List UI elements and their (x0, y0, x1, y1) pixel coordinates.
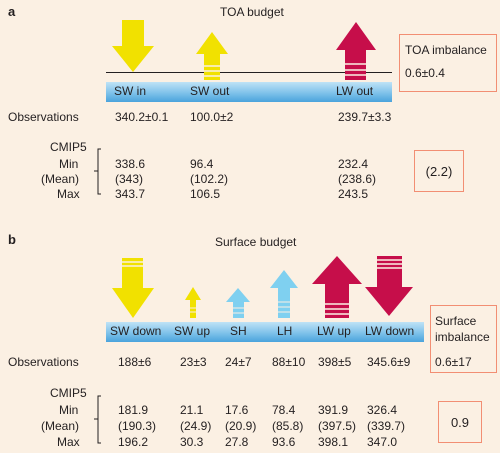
max-sw-out: 106.5 (190, 187, 221, 201)
obs-lw-up: 398±5 (318, 355, 352, 369)
mean-lh: (85.8) (272, 419, 304, 433)
toa-model-imbalance-value: (2.2) (425, 164, 453, 179)
surface-imbalance-label-2: imbalance (435, 330, 490, 344)
panel-b-cmip5-label: CMIP5 (50, 386, 87, 400)
min-sw-down: 181.9 (118, 403, 149, 417)
surface-model-imbalance-box (438, 401, 482, 443)
obs-sw-out: 100.0±2 (190, 110, 234, 124)
mean-lw-out: (238.6) (338, 172, 377, 186)
panel-b-letter: b (8, 232, 16, 247)
toa-imbalance-box (399, 34, 497, 92)
sw-up-arrow (185, 287, 201, 318)
mean-sh: (20.9) (225, 419, 257, 433)
obs-lh: 88±10 (272, 355, 306, 369)
band-label-sw-down: SW down (110, 324, 162, 338)
panel-b-title: Surface budget (215, 235, 297, 249)
mean-sw-out: (102.2) (190, 172, 229, 186)
obs-sw-up: 23±3 (180, 355, 207, 369)
max-lw-out: 243.5 (338, 187, 369, 201)
band-label-sh: SH (230, 324, 247, 338)
toa-flux-band: SW in SW out LW out (106, 82, 392, 102)
min-lw-up: 391.9 (318, 403, 349, 417)
toa-model-imbalance-box (414, 150, 464, 192)
max-sw-up: 30.3 (180, 435, 204, 449)
sh-arrow (226, 288, 250, 318)
panel-a-letter: a (8, 4, 16, 19)
panel-a-title: TOA budget (220, 5, 284, 19)
sw-down-arrow (112, 258, 154, 318)
panel-a-bracket (97, 148, 101, 195)
band-label-sw-up: SW up (174, 324, 211, 338)
panel-a-mean-label: (Mean) (41, 172, 80, 186)
toa-imbalance-value: 0.6±0.4 (405, 66, 445, 80)
max-sw-down: 196.2 (118, 435, 149, 449)
toa-line (106, 72, 392, 73)
panel-b-bracket (97, 395, 101, 444)
panel-b-max-label: Max (57, 435, 80, 449)
max-lh: 93.6 (272, 435, 296, 449)
lw-out-arrow (336, 22, 376, 80)
sw-out-arrow (196, 32, 228, 80)
panel-a-max-label: Max (57, 187, 80, 201)
min-sw-in: 338.6 (115, 157, 146, 171)
surface-imbalance-value: 0.6±17 (435, 355, 472, 369)
min-lw-down: 326.4 (367, 403, 398, 417)
toa-imbalance-label: TOA imbalance (405, 43, 487, 57)
panel-a-cmip5-label: CMIP5 (50, 140, 87, 154)
mean-sw-up: (24.9) (180, 419, 212, 433)
surface-flux-band: SW down SW up SH LH LW up LW down (106, 322, 424, 342)
mean-sw-down: (190.3) (118, 419, 157, 433)
band-label-lw-down: LW down (365, 324, 415, 338)
min-lw-out: 232.4 (338, 157, 369, 171)
panel-b-mean-label: (Mean) (41, 419, 80, 433)
mean-lw-down: (339.7) (367, 419, 406, 433)
lw-down-arrow (365, 256, 413, 316)
panel-a-observations-label: Observations (8, 110, 79, 124)
min-lh: 78.4 (272, 403, 296, 417)
min-sw-out: 96.4 (190, 157, 214, 171)
panel-b-observations-label: Observations (8, 355, 79, 369)
lh-arrow (270, 270, 298, 318)
max-lw-down: 347.0 (367, 435, 398, 449)
band-label-lw-out: LW out (336, 84, 374, 98)
surface-model-imbalance-value: 0.9 (450, 415, 470, 430)
lw-up-arrow (312, 256, 362, 318)
sw-in-arrow (112, 20, 154, 72)
max-sw-in: 343.7 (115, 187, 146, 201)
surface-imbalance-label-1: Surface (435, 314, 477, 328)
band-label-sw-in: SW in (114, 84, 147, 98)
min-sh: 17.6 (225, 403, 249, 417)
mean-sw-in: (343) (115, 172, 144, 186)
max-sh: 27.8 (225, 435, 249, 449)
band-label-lh: LH (277, 324, 293, 338)
panel-a-min-label: Min (59, 157, 79, 171)
obs-lw-down: 345.6±9 (367, 355, 411, 369)
mean-lw-up: (397.5) (318, 419, 357, 433)
obs-lw-out: 239.7±3.3 (338, 110, 392, 124)
obs-sw-down: 188±6 (118, 355, 152, 369)
obs-sh: 24±7 (225, 355, 252, 369)
max-lw-up: 398.1 (318, 435, 349, 449)
band-label-sw-out: SW out (190, 84, 230, 98)
panel-b-min-label: Min (59, 403, 79, 417)
surface-imbalance-box (430, 305, 497, 373)
min-sw-up: 21.1 (180, 403, 204, 417)
obs-sw-in: 340.2±0.1 (115, 110, 169, 124)
band-label-lw-up: LW up (317, 324, 351, 338)
